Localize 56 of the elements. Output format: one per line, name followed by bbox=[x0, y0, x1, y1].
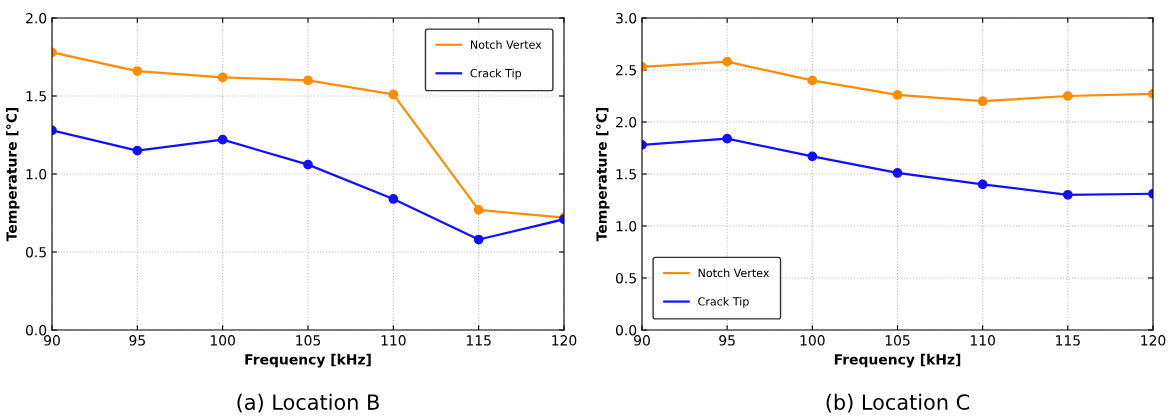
x-tick-label: 90 bbox=[634, 335, 650, 346]
point bbox=[132, 145, 143, 156]
point bbox=[807, 151, 818, 162]
legend-label: Notch Vertex bbox=[471, 40, 542, 49]
y-tick-label: 1.5 bbox=[26, 91, 46, 102]
point bbox=[977, 179, 988, 190]
x-tick-label: 120 bbox=[1141, 335, 1166, 346]
legend-label: Crack Tip bbox=[470, 68, 522, 80]
legend-label: Crack Tip bbox=[698, 297, 749, 308]
legend-label: Notch Vertex bbox=[698, 268, 770, 278]
x-tick-label: 105 bbox=[885, 335, 910, 346]
y-tick-label: 1.0 bbox=[26, 168, 47, 180]
y-axis-title: Temperature [°C] bbox=[596, 107, 610, 242]
x-tick-label: 110 bbox=[970, 335, 995, 346]
text: (a) Location B bbox=[237, 393, 379, 413]
x-tick-label: 90 bbox=[44, 335, 60, 346]
y-tick-label: 0.0 bbox=[25, 324, 47, 336]
x-tick-label: 100 bbox=[210, 335, 235, 346]
point bbox=[977, 96, 988, 107]
point bbox=[892, 90, 903, 100]
y-tick-label: 2.0 bbox=[616, 116, 637, 128]
x-axis-title: Frequency [kHz] bbox=[245, 353, 371, 368]
point bbox=[132, 66, 143, 76]
x-tick-label: 105 bbox=[296, 335, 321, 346]
point bbox=[473, 234, 484, 245]
point bbox=[303, 75, 313, 86]
point bbox=[892, 168, 903, 178]
x-tick-label: 110 bbox=[381, 335, 406, 346]
x-tick-label: 100 bbox=[800, 335, 825, 346]
x-axis-title: Frequency [kHz] bbox=[834, 353, 961, 368]
x-tick-label: 95 bbox=[719, 335, 735, 346]
point bbox=[722, 133, 733, 144]
text: (b) Location C bbox=[826, 393, 970, 413]
point bbox=[1062, 91, 1073, 101]
point bbox=[473, 205, 484, 215]
y-axis-title: Temperature [°C] bbox=[6, 107, 20, 242]
point bbox=[303, 159, 313, 170]
y-tick-label: 0.5 bbox=[615, 272, 636, 284]
y-tick-label: 0.5 bbox=[25, 246, 46, 258]
y-tick-label: 0.0 bbox=[615, 324, 637, 336]
point bbox=[388, 89, 399, 100]
y-tick-label: 3.0 bbox=[616, 12, 637, 24]
point bbox=[807, 75, 818, 86]
point bbox=[722, 56, 733, 67]
x-tick-label: 95 bbox=[129, 335, 145, 346]
point bbox=[217, 134, 228, 145]
point bbox=[388, 194, 399, 204]
y-tick-label: 1.5 bbox=[616, 169, 636, 180]
x-tick-label: 115 bbox=[466, 335, 491, 346]
point bbox=[1062, 189, 1073, 200]
x-tick-label: 115 bbox=[1056, 335, 1080, 346]
y-tick-label: 2.0 bbox=[26, 12, 47, 24]
y-tick-label: 1.0 bbox=[616, 220, 637, 232]
x-tick-label: 120 bbox=[552, 335, 577, 346]
y-tick-label: 2.5 bbox=[616, 64, 636, 76]
point bbox=[217, 72, 228, 83]
